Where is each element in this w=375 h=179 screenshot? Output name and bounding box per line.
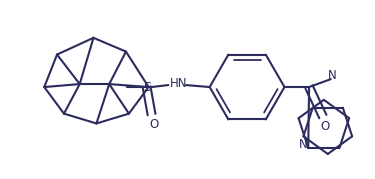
Text: O: O [320,120,330,133]
Text: O: O [149,118,158,131]
Text: S: S [142,81,151,94]
Text: N: N [299,139,307,151]
Text: HN: HN [170,77,187,90]
Text: N: N [328,69,337,82]
